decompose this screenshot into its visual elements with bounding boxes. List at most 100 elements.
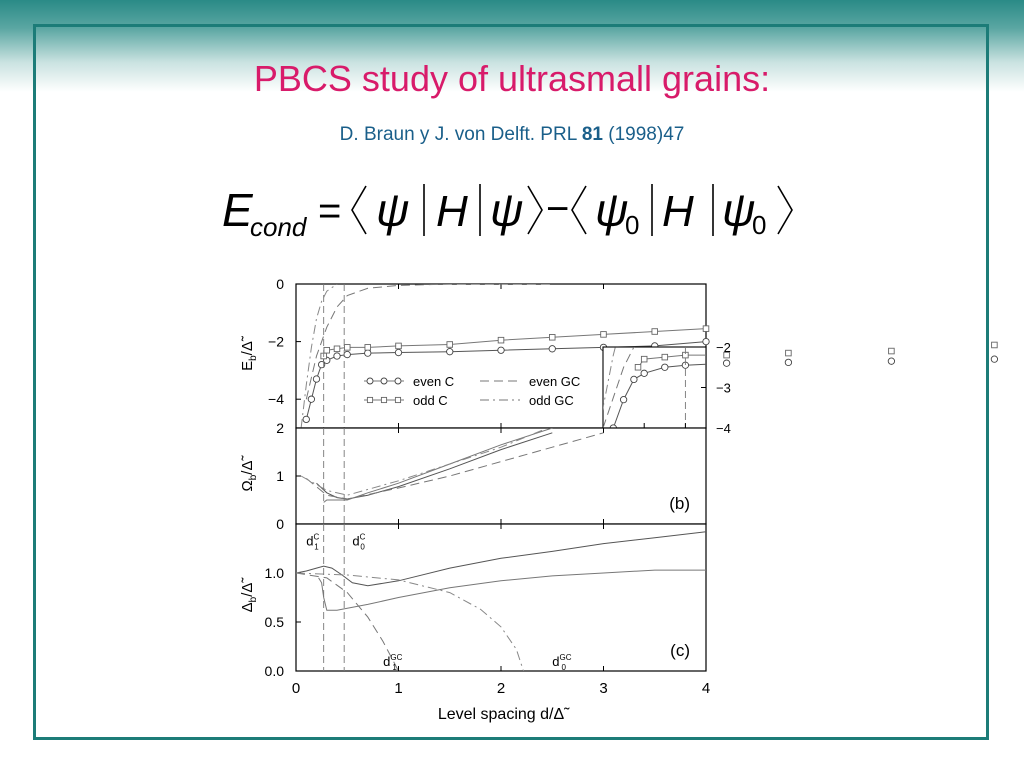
panel-c-x-tick-label: 3: [599, 680, 607, 697]
legend-odd-c-marker: [380, 396, 388, 404]
panel-c-y-axis-label: Δb/Δ̃: [239, 577, 259, 613]
panel-a-even-c-point: [333, 352, 341, 360]
formula-psi0-1-subscript: 0: [625, 210, 639, 240]
panel-a-even-c-point: [446, 348, 454, 356]
inset-even-c-point: [887, 357, 896, 365]
annotation-sup: C: [360, 533, 366, 542]
panel-a-odd-c-point: [446, 341, 454, 348]
formula-right-angle-1: [527, 185, 543, 235]
inset-even-gc-line: [603, 347, 635, 428]
panel-c-panel-label: (c): [670, 641, 690, 660]
condensation-energy-formula: E cond = ψ H ψ − ψ 0 H ψ 0: [222, 184, 793, 242]
panel-c-x-axis-label: Level spacing d/Δ̃: [438, 706, 570, 723]
annotation-sup: GC: [559, 653, 571, 662]
inset-odd-c-point: [661, 353, 669, 361]
annotation-sub: 1: [392, 663, 397, 672]
panel-a-even-c-point: [343, 350, 351, 359]
formula-left-angle-2: [571, 185, 587, 235]
panel-a-even-c-point: [312, 375, 321, 383]
panel-a-y-axis-label-main: E: [239, 361, 256, 371]
panel-a-y-tick-label: 0: [276, 276, 284, 292]
panel-a-y-tick-label: −2: [268, 334, 284, 350]
panel-a-y-axis-label-sub: b: [248, 355, 259, 361]
legend-even-c-marker: [380, 377, 388, 385]
inset-even-c-point: [619, 395, 628, 404]
panel-c-y-tick-label: 0.5: [265, 614, 285, 630]
annotation-d0-gc: dGC 0: [552, 653, 571, 672]
panel-a-even-c-point: [497, 346, 505, 354]
panel-c-y-axis-label-tail: /Δ̃: [239, 577, 256, 597]
inset-even-c-line: [612, 363, 706, 428]
panel-b-odd-gc-line: [300, 429, 543, 496]
inset-odd-c-point: [634, 364, 642, 371]
panel-c-even-gc-line: [296, 572, 399, 671]
legend-odd-c-marker: [366, 396, 374, 404]
inset-even-c-point: [630, 375, 638, 384]
formula-left-angle-1: [351, 185, 367, 235]
inset-odd-c-point: [723, 351, 730, 359]
legend-even-c-marker: [366, 377, 374, 385]
formula-psi-1: ψ: [376, 184, 409, 236]
panel-b-even-c-line: [316, 432, 553, 500]
citation-prefix: D. Braun y J. von Delft. PRL: [339, 124, 577, 145]
panel-b-panel-label: (b): [669, 494, 690, 513]
panel-c-y-tick-label: 1.0: [265, 565, 285, 581]
panel-a-even-c-point: [302, 415, 310, 424]
panel-b-y-tick-label: 1: [276, 468, 284, 484]
panel-a-y-axis-label-tail: /Δ̃: [239, 335, 256, 355]
panel-a-odd-c-point: [333, 345, 341, 353]
panel-c-x-tick-label: 2: [497, 680, 505, 697]
citation-volume: 81: [581, 124, 603, 145]
formula-minus: −: [546, 187, 569, 231]
panel-b-y-tick-label: 2: [276, 420, 284, 436]
legend-label-odd-gc: odd GC: [529, 393, 574, 408]
panel-a-odd-gc-line: [300, 284, 338, 428]
annotation-main: d: [306, 534, 313, 549]
annotation-sub: 0: [360, 543, 365, 552]
panel-c-x-tick-label: 4: [702, 680, 710, 697]
legend-label-even-gc: even GC: [529, 374, 580, 389]
inset-even-c-point: [661, 363, 669, 371]
inset-odd-c-line: [637, 354, 706, 368]
panel-a-odd-c-point: [651, 328, 659, 335]
panel-b-y-axis-label-main: Ω: [239, 480, 256, 491]
panel-a-odd-c-point: [364, 344, 372, 351]
panel-a-odd-c-point: [323, 346, 331, 354]
citation-year-page: (1998)47: [608, 124, 685, 145]
legend-even-c-marker: [394, 377, 402, 385]
panel-c-x-tick-label: 1: [394, 680, 402, 697]
annotation-sup: C: [313, 533, 319, 542]
formula-energy-symbol: E: [222, 184, 254, 236]
panel-b-y-axis-label-tail: /Δ̃: [239, 455, 256, 475]
legend-label-odd-c: odd C: [413, 393, 448, 408]
annotation-main: d: [552, 654, 559, 669]
annotation-sub: 1: [314, 543, 319, 552]
panel-a-odd-c-point: [344, 344, 351, 351]
inset-even-c-point: [990, 355, 999, 363]
inset-frame: [602, 346, 707, 429]
panel-c-y-tick-label: 0.0: [265, 663, 285, 679]
panel-b: 2 1 0 (b) Ωb/Δ̃: [239, 420, 707, 532]
formula-energy-subscript: cond: [250, 212, 308, 242]
annotation-d0-c: dC 0: [352, 533, 365, 552]
inset-even-c-point: [784, 358, 793, 367]
panel-c-y-axis-label-sub: b: [248, 596, 259, 602]
formula-psi0-1: ψ: [595, 184, 628, 236]
annotation-main: d: [383, 654, 390, 669]
panel-a-even-c-point: [548, 345, 556, 353]
panel-a-even-c-point: [364, 349, 372, 357]
annotation-d1-gc: dGC 1: [383, 653, 402, 672]
citation: D. Braun y J. von Delft. PRL 81 (1998)47: [0, 124, 1024, 146]
annotation-main: d: [352, 534, 359, 549]
inset-odd-c-point: [640, 355, 648, 363]
legend-label-even-c: even C: [413, 374, 454, 389]
formula-hamiltonian-1: H: [436, 187, 468, 236]
formula-psi0-2-subscript: 0: [752, 210, 766, 240]
legend-odd-c-marker: [394, 396, 402, 404]
panel-a-odd-c-point: [395, 342, 402, 350]
panel-b-y-tick-label: 0: [276, 516, 284, 532]
panel-a-odd-c-point: [702, 325, 710, 332]
